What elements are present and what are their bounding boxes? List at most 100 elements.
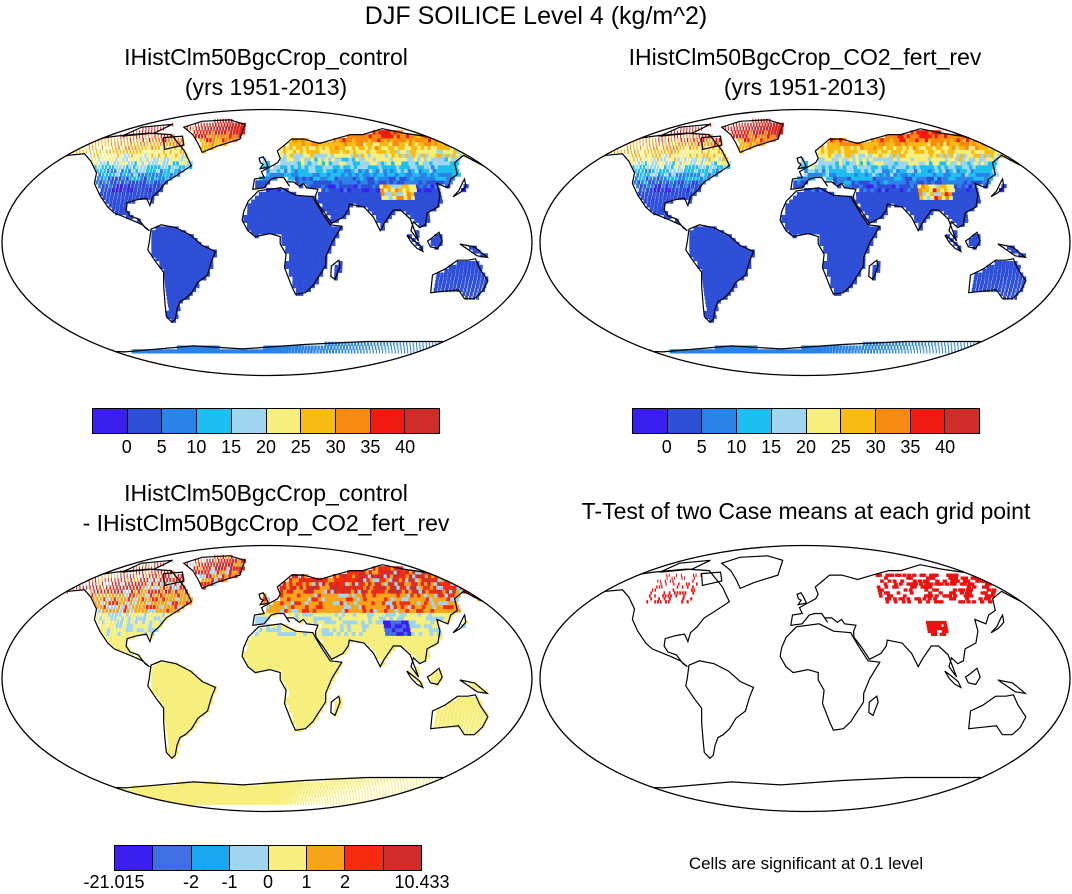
- grid-cell: [811, 222, 816, 227]
- grid-cell: [866, 184, 871, 189]
- grid-cell: [917, 157, 923, 162]
- grid-cell: [827, 153, 832, 158]
- grid-cell: [310, 157, 316, 162]
- grid-cell: [1014, 295, 1017, 300]
- grid-cell: [296, 203, 301, 208]
- grid-cell: [126, 138, 128, 143]
- grid-cell: [678, 164, 681, 170]
- grid-cell: [811, 214, 816, 220]
- grid-cell: [1011, 149, 1018, 154]
- grid-cell: [307, 272, 312, 277]
- grid-cell: [200, 122, 202, 127]
- grid-cell: [807, 172, 812, 177]
- grid-cell: [177, 145, 180, 150]
- grid-cell: [632, 164, 635, 170]
- grid-cell: [151, 234, 156, 239]
- grid-cell: [712, 295, 717, 300]
- grid-cell: [956, 195, 962, 200]
- grid-cell: [948, 145, 955, 150]
- grid-cell: [298, 168, 303, 173]
- grid-cell: [942, 145, 949, 150]
- grid-cell: [163, 261, 168, 266]
- grid-cell: [118, 157, 121, 162]
- grid-cell: [393, 203, 399, 208]
- grid-cell: [796, 214, 801, 220]
- grid-cell: [717, 280, 723, 285]
- grid-cell: [610, 145, 612, 150]
- grid-cell: [345, 161, 351, 166]
- grid-cell: [823, 226, 828, 231]
- grid-cell: [693, 188, 698, 193]
- grid-cell: [815, 230, 820, 235]
- grid-cell: [689, 234, 694, 239]
- grid-cell: [345, 211, 350, 216]
- grid-cell: [709, 264, 714, 269]
- grid-cell: [292, 203, 297, 208]
- grid-cell: [162, 245, 168, 250]
- grid-cell: [947, 188, 953, 193]
- grid-cell: [819, 218, 824, 223]
- grid-cell: [159, 257, 164, 262]
- grid-cell: [922, 145, 929, 150]
- grid-cell: [350, 141, 356, 147]
- grid-cell: [432, 161, 439, 166]
- grid-cell: [722, 291, 728, 296]
- grid-cell: [299, 149, 304, 154]
- grid-cell: [437, 287, 441, 293]
- grid-cell: [815, 226, 820, 231]
- grid-cell: [160, 134, 162, 139]
- colorbar-tick-label: 5: [156, 437, 167, 457]
- grid-cell: [356, 161, 362, 166]
- grid-cell: [484, 253, 488, 258]
- grid-cell: [151, 191, 155, 196]
- grid-cell: [393, 157, 399, 162]
- grid-cell: [855, 345, 858, 350]
- grid-cell: [689, 176, 693, 181]
- grid-cell: [366, 149, 372, 154]
- grid-cell: [823, 237, 828, 243]
- grid-cell: [880, 180, 885, 185]
- grid-cell: [406, 176, 412, 181]
- grid-cell: [908, 199, 914, 204]
- grid-cell: [137, 188, 141, 193]
- grid-cell: [706, 153, 709, 158]
- grid-cell: [731, 241, 736, 246]
- grid-cell: [296, 272, 301, 277]
- grid-cell: [101, 184, 105, 189]
- grid-cell: [740, 276, 745, 281]
- grid-cell: [192, 126, 194, 131]
- grid-cell: [88, 145, 90, 150]
- grid-cell: [860, 199, 865, 204]
- grid-cell: [365, 188, 371, 193]
- grid-cell: [800, 222, 805, 227]
- grid-cell: [811, 176, 816, 181]
- grid-cell: [693, 241, 698, 246]
- grid-cell: [716, 253, 721, 258]
- grid-cell: [970, 153, 976, 158]
- grid-cell: [307, 218, 313, 223]
- grid-cell: [688, 349, 695, 354]
- grid-cell: [985, 157, 992, 162]
- grid-cell: [152, 138, 154, 143]
- grid-cell: [953, 230, 958, 235]
- grid-cell: [381, 345, 383, 350]
- grid-cell: [897, 149, 903, 154]
- grid-cell: [936, 153, 942, 158]
- grid-cell: [372, 141, 379, 147]
- grid-cell: [838, 268, 843, 273]
- grid-cell: [165, 310, 171, 316]
- grid-cell: [839, 168, 844, 173]
- grid-cell: [460, 145, 467, 150]
- grid-cell: [418, 153, 425, 158]
- grid-cell: [335, 234, 340, 239]
- grid-cell: [193, 249, 198, 254]
- grid-cell: [691, 141, 693, 147]
- grid-cell: [708, 314, 714, 319]
- grid-cell: [288, 207, 293, 212]
- grid-cell: [705, 303, 711, 308]
- grid-cell: [679, 161, 682, 166]
- grid-cell: [978, 180, 984, 185]
- grid-cell: [315, 222, 320, 227]
- grid-cell: [920, 207, 926, 212]
- grid-cell: [201, 253, 206, 258]
